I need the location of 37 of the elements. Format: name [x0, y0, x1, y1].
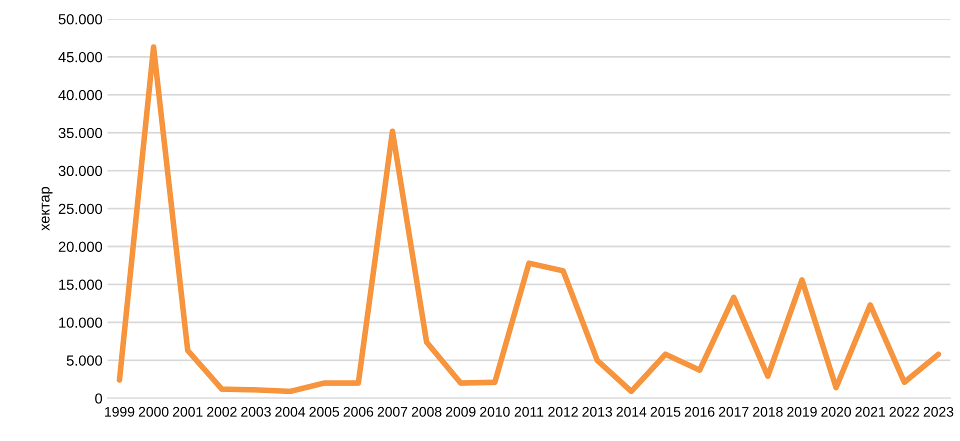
x-tick-label: 2004 — [275, 406, 306, 417]
x-tick-label: 2016 — [684, 406, 714, 417]
x-tick-label: 2014 — [616, 406, 646, 417]
y-tick-label: 35.000 — [58, 128, 102, 138]
x-tick-label: 2007 — [378, 406, 408, 417]
y-tick-label: 25.000 — [58, 204, 102, 214]
x-tick-label: 2018 — [753, 406, 783, 417]
x-tick-label: 2005 — [309, 406, 340, 417]
x-tick-label: 2002 — [207, 406, 237, 417]
x-tick-label: 2022 — [890, 406, 920, 417]
y-axis-title: хектар — [42, 186, 53, 231]
x-tick-label: 2015 — [650, 406, 680, 417]
y-tick-label: 30.000 — [58, 166, 102, 176]
x-tick-label: 2010 — [480, 406, 510, 417]
x-tick-label: 2009 — [446, 406, 476, 417]
y-tick-label: 45.000 — [58, 52, 102, 62]
y-tick-label: 5.000 — [66, 355, 102, 366]
y-tick-label: 50.000 — [58, 14, 102, 24]
x-tick-label: 2021 — [855, 406, 885, 417]
x-tick-label: 2019 — [787, 406, 817, 417]
x-tick-label: 2003 — [241, 406, 271, 417]
x-tick-label: 1999 — [105, 406, 134, 417]
x-tick-label: 2011 — [514, 406, 544, 417]
x-tick-label: 2020 — [821, 406, 851, 417]
x-tick-label: 2001 — [172, 406, 202, 417]
x-tick-label: 2023 — [924, 406, 954, 417]
y-tick-label: 15.000 — [59, 280, 102, 290]
x-tick-label: 2008 — [412, 406, 442, 417]
y-tick-label: 20.000 — [58, 242, 102, 252]
y-tick-label: 0 — [95, 393, 102, 404]
x-tick-label: 2000 — [138, 406, 168, 417]
x-tick-label: 2006 — [344, 406, 374, 417]
x-tick-label: 2017 — [718, 406, 748, 417]
x-tick-label: 2013 — [582, 406, 612, 417]
y-tick-label: 10.000 — [59, 317, 102, 328]
y-tick-label: 40.000 — [58, 90, 102, 100]
x-tick-label: 2012 — [548, 406, 578, 417]
